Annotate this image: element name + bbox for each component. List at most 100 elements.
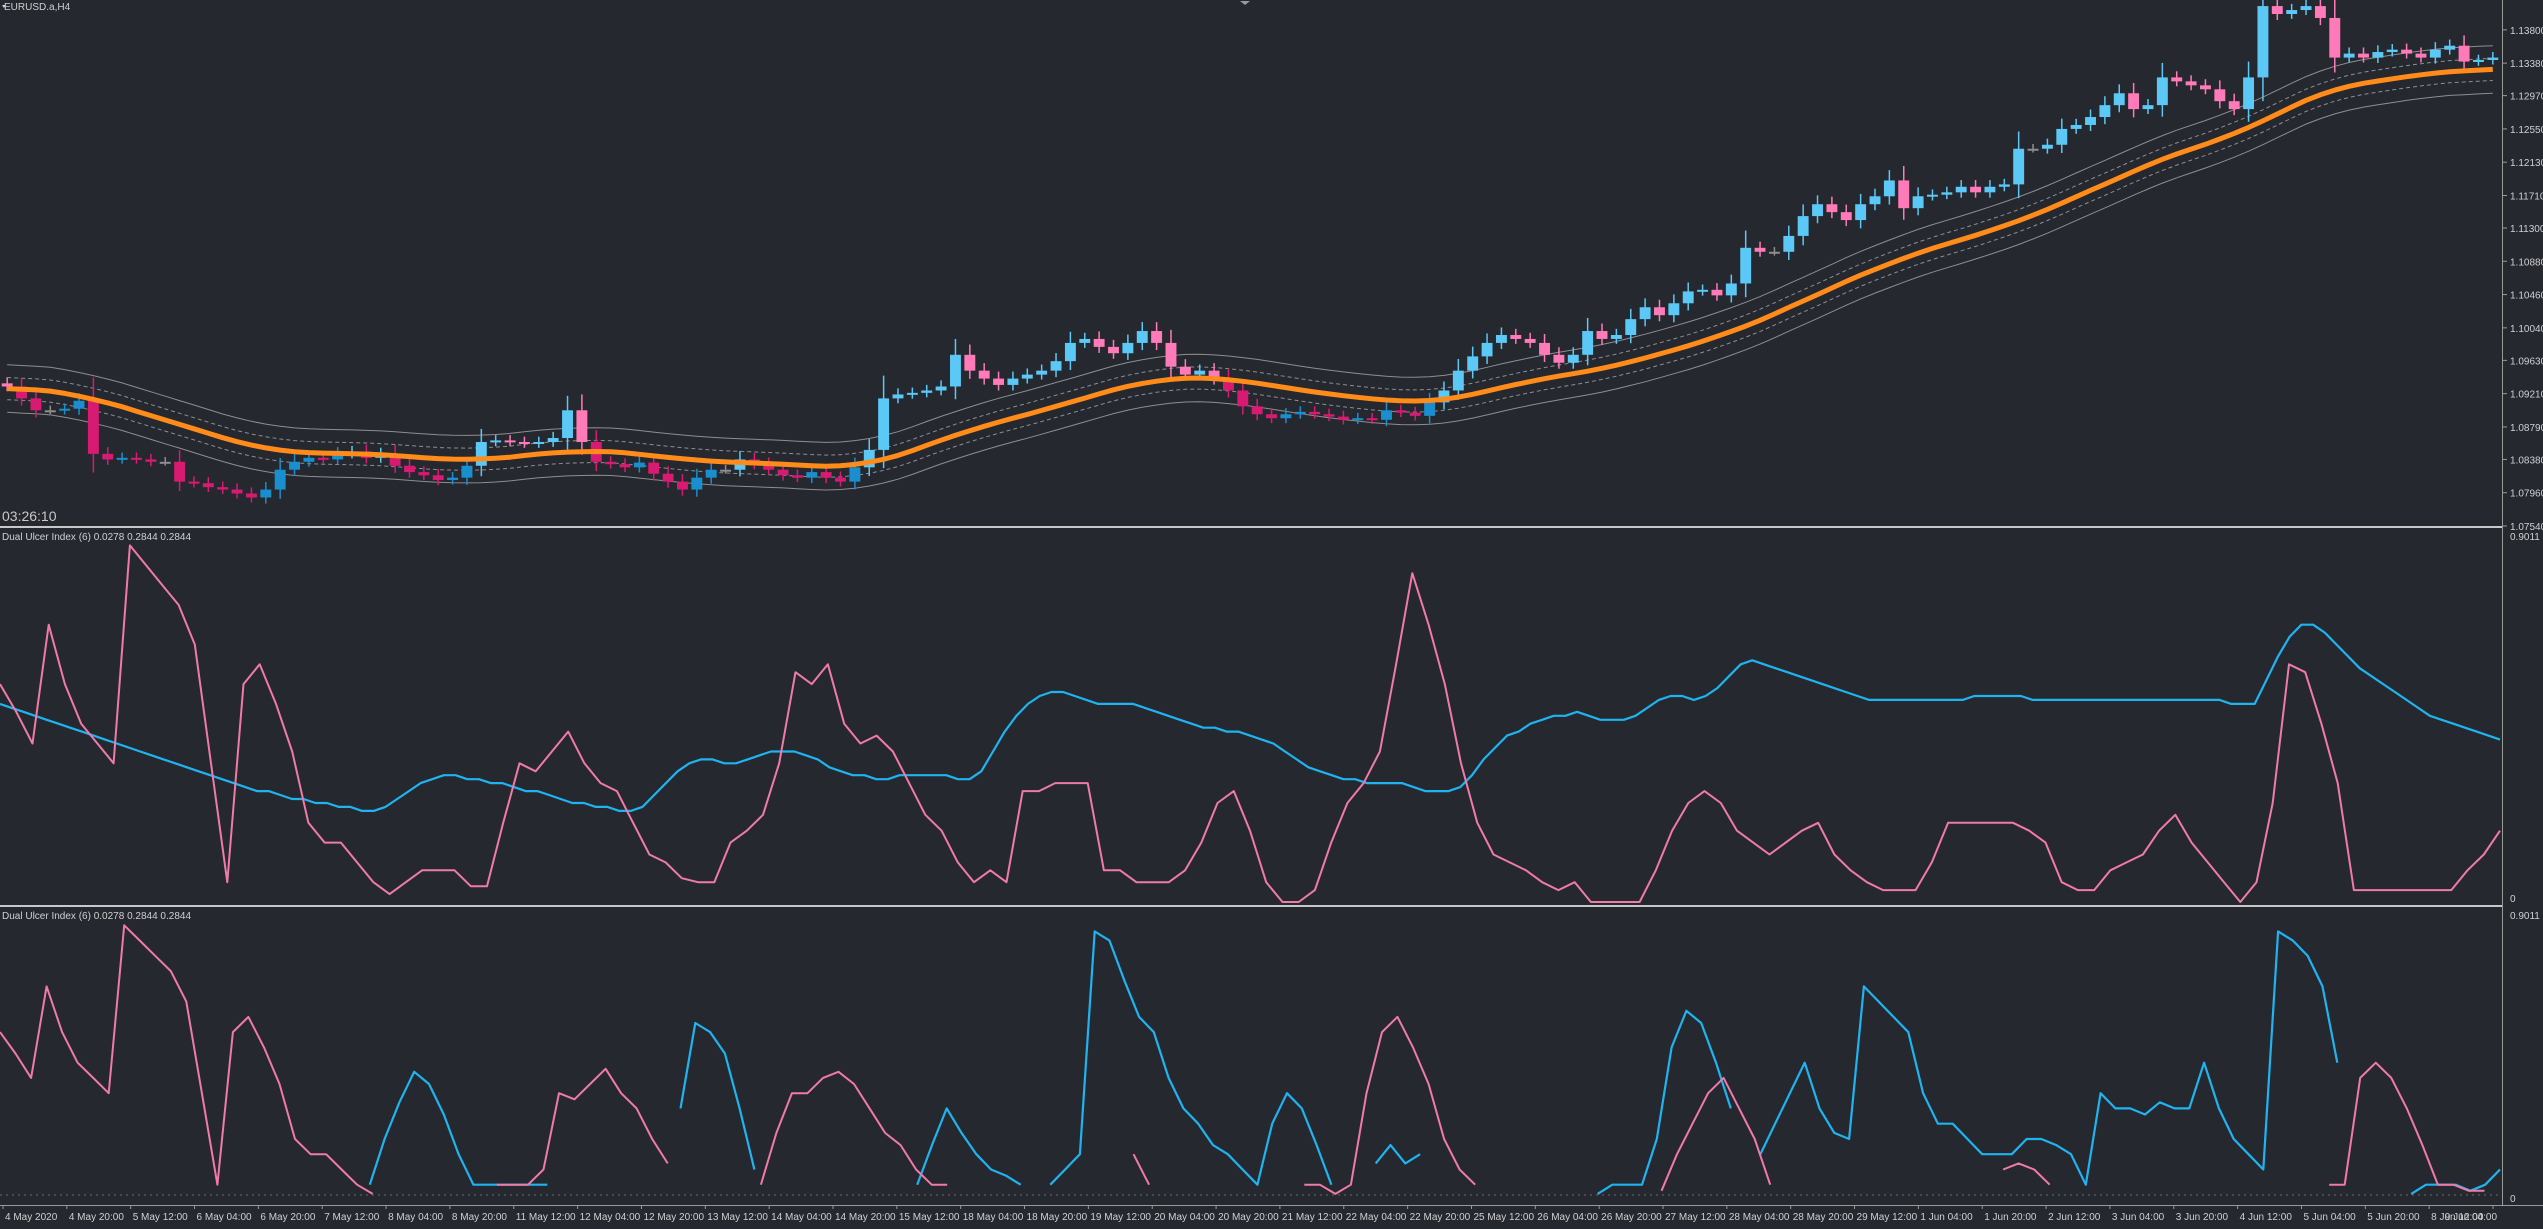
candle-body (2214, 89, 2226, 102)
candle-body (1151, 331, 1163, 343)
indicator-pane-2[interactable]: Dual Ulcer Index (6) 0.0278 0.2844 0.284… (0, 911, 2540, 1205)
candle-body (2171, 77, 2183, 82)
countdown-timer: 03:26:10 (2, 508, 57, 524)
candle-body (1165, 342, 1177, 367)
candle-body (461, 465, 473, 478)
candle-body (892, 394, 904, 399)
candle-body (1266, 414, 1278, 419)
candle-body (1036, 370, 1048, 375)
price-axis: 1.13800 1.13380 1.12970 1.12550 1.12130 1.117… (2502, 26, 2543, 533)
time-tick-label: 11 May 12:00 (516, 1212, 576, 1223)
candle-body (1381, 410, 1392, 420)
time-tick-label: 3 Jun 20:00 (2176, 1212, 2229, 1223)
candle-body (2027, 148, 2039, 151)
candle-body (447, 477, 459, 481)
candle-body (763, 464, 775, 470)
candle-body (950, 354, 961, 387)
candle-body (533, 441, 545, 444)
candle-body (820, 472, 832, 478)
candle-body (1136, 331, 1148, 343)
candle-body (1625, 319, 1637, 335)
candle-body (1955, 186, 1967, 193)
candle-body (993, 378, 1005, 385)
candle-body (2286, 10, 2298, 14)
candle-body (303, 457, 315, 462)
time-tick-label: 12 May 20:00 (643, 1212, 704, 1223)
candle-body (1927, 194, 1938, 197)
candle-body (1539, 342, 1550, 355)
candle-body (2314, 6, 2326, 18)
pane-separator[interactable] (0, 526, 2503, 528)
candle-body (1438, 390, 1450, 403)
moving-average-line (7, 66, 2493, 469)
candle-body (921, 390, 933, 393)
candle-body (131, 457, 142, 460)
candle-body (2300, 6, 2312, 11)
candle-body (1093, 338, 1105, 347)
candle-body (2200, 85, 2211, 90)
candle-body (16, 386, 28, 399)
time-tick-label: 12 May 04:00 (580, 1212, 641, 1223)
candle-body (1754, 247, 1766, 252)
pane-separator[interactable] (0, 905, 2503, 907)
candle-body (2386, 49, 2398, 53)
ulcer-lines-2 (0, 924, 2501, 1196)
symbol-dropdown-icon[interactable] (2, 5, 6, 8)
candle-body (1280, 414, 1292, 419)
time-axis: 4 May 2020 4 May 20:00 5 May 12:00 6 May 04… (2, 1205, 2498, 1223)
candle-body (1452, 370, 1464, 391)
time-tick-label: 14 May 20:00 (835, 1212, 896, 1223)
candle-body (576, 410, 588, 442)
price-tick-label: 1.10460 (2510, 291, 2543, 302)
indicator-min-label: 0 (2510, 1194, 2516, 1205)
indicator-pane-1[interactable]: Dual Ulcer Index (6) 0.0278 0.2844 0.284… (0, 532, 2540, 905)
candle-body (978, 370, 990, 379)
candle-body (1725, 283, 1737, 296)
candle-body (2415, 53, 2427, 58)
candle-body (2329, 17, 2341, 58)
candle-body (2013, 148, 2025, 185)
candle-body (1495, 334, 1507, 343)
time-tick-label: 9 Jun 04:00 (2445, 1212, 2498, 1223)
candle-body (849, 467, 861, 482)
candle-body (73, 400, 85, 409)
time-tick-label: 13 May 12:00 (707, 1212, 768, 1223)
symbol-label: EURUSD.a,H4 (4, 2, 71, 13)
candle-body (1, 383, 13, 387)
time-tick-label: 5 May 12:00 (133, 1212, 188, 1223)
candle-body (1481, 342, 1493, 357)
pane-handle-icon[interactable] (1240, 1, 1250, 5)
price-tick-label: 1.08380 (2510, 455, 2543, 466)
candle-body (289, 461, 300, 470)
candle-body (2041, 144, 2053, 149)
time-tick-label: 21 May 12:00 (1282, 1212, 1343, 1223)
candle-body (648, 462, 660, 474)
candle-body (231, 489, 243, 494)
candle-body (2257, 6, 2269, 78)
candle-body (1869, 196, 1881, 205)
candle-body (1998, 184, 2010, 187)
candle-body (490, 440, 502, 443)
candle-body (1812, 204, 1823, 217)
candles (1, 0, 2499, 504)
candle-body (217, 487, 229, 490)
candle-body (404, 465, 415, 473)
candle-body (2070, 124, 2082, 129)
candle-body (1697, 289, 1709, 292)
candle-body (1007, 378, 1019, 385)
candle-body (1409, 412, 1421, 416)
candle-body (935, 386, 947, 391)
candle-body (2185, 81, 2197, 86)
candle-body (1797, 216, 1809, 236)
envelope-band-line (7, 92, 2493, 491)
candle-body (791, 475, 803, 478)
price-pane[interactable] (1, 0, 2499, 504)
time-tick-label: 3 Jun 04:00 (2112, 1212, 2165, 1223)
candle-body (2228, 101, 2240, 110)
candle-body (475, 441, 487, 466)
indicator-label: Dual Ulcer Index (6) 0.0278 0.2844 0.284… (2, 532, 191, 543)
candle-body (1711, 289, 1723, 296)
candle-body (1668, 303, 1680, 316)
candle-body (1970, 186, 1982, 193)
